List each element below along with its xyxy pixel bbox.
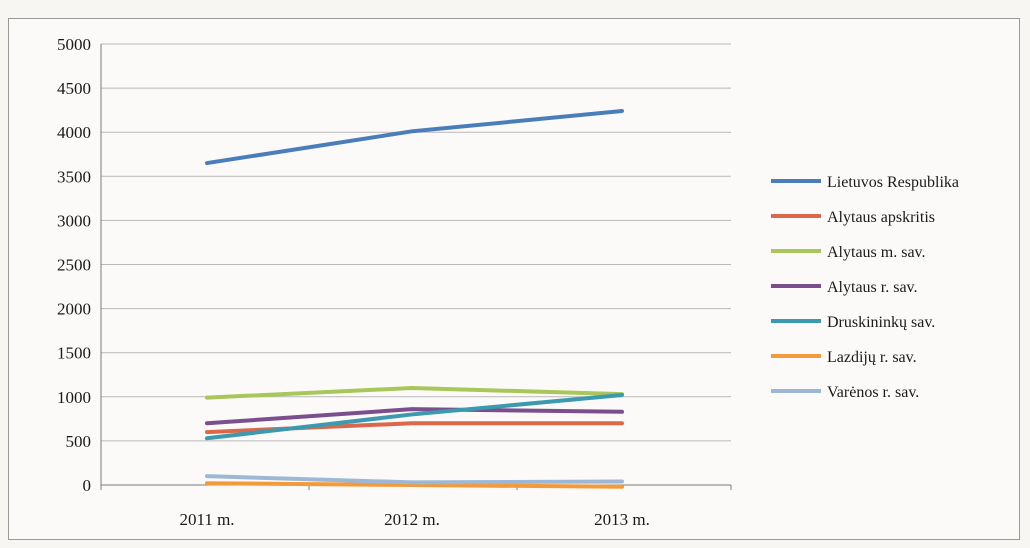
- y-tick-label-5000: 5000: [57, 35, 91, 54]
- y-tick-label-4000: 4000: [57, 123, 91, 142]
- legend-label-6: Varėnos r. sav.: [827, 384, 919, 401]
- y-tick-label-1500: 1500: [57, 344, 91, 363]
- x-tick-labels: 2011 m. 2012 m. 2013 m.: [179, 510, 649, 529]
- series-line-4: [205, 393, 624, 441]
- series-line-2: [205, 385, 624, 400]
- legend-label-0: Lietuvos Respublika: [827, 174, 959, 191]
- legend-label-3: Alytaus r. sav.: [827, 279, 918, 296]
- legend-label-2: Alytaus m. sav.: [827, 244, 926, 261]
- legend-label-1: Alytaus apskritis: [827, 209, 935, 226]
- x-tick-label-2: 2013 m.: [594, 510, 650, 529]
- line-chart: 0 500 1000 1500 2000 2500 3000 3500 4000 4500 5000…: [57, 35, 959, 529]
- chart-frame: 0 500 1000 1500 2000 2500 3000 3500 4000 4500 5000…: [8, 18, 1020, 540]
- legend: Lietuvos Respublika Alytaus apskritis Alyt…: [771, 174, 959, 401]
- y-tick-label-0: 0: [83, 476, 92, 495]
- y-tick-label-500: 500: [66, 432, 92, 451]
- series-line-3: [205, 407, 624, 426]
- x-tick-label-1: 2012 m.: [384, 510, 440, 529]
- y-tick-label-4500: 4500: [57, 79, 91, 98]
- grid-lines: [101, 43, 731, 442]
- series-line-0: [205, 109, 624, 166]
- legend-label-4: Druskininkų sav.: [827, 314, 935, 331]
- y-tick-label-3000: 3000: [57, 211, 91, 230]
- legend-label-5: Lazdijų r. sav.: [827, 349, 917, 366]
- y-tick-label-2500: 2500: [57, 256, 91, 275]
- y-tick-labels: 0 500 1000 1500 2000 2500 3000 3500 4000 4500 5000: [57, 35, 91, 495]
- series-line-5: [205, 481, 624, 489]
- y-tick-label-2000: 2000: [57, 300, 91, 319]
- series-line-6: [205, 474, 624, 485]
- series-lines: [205, 109, 624, 489]
- y-tick-label-1000: 1000: [57, 388, 91, 407]
- x-tick-label-0: 2011 m.: [179, 510, 234, 529]
- y-tick-label-3500: 3500: [57, 167, 91, 186]
